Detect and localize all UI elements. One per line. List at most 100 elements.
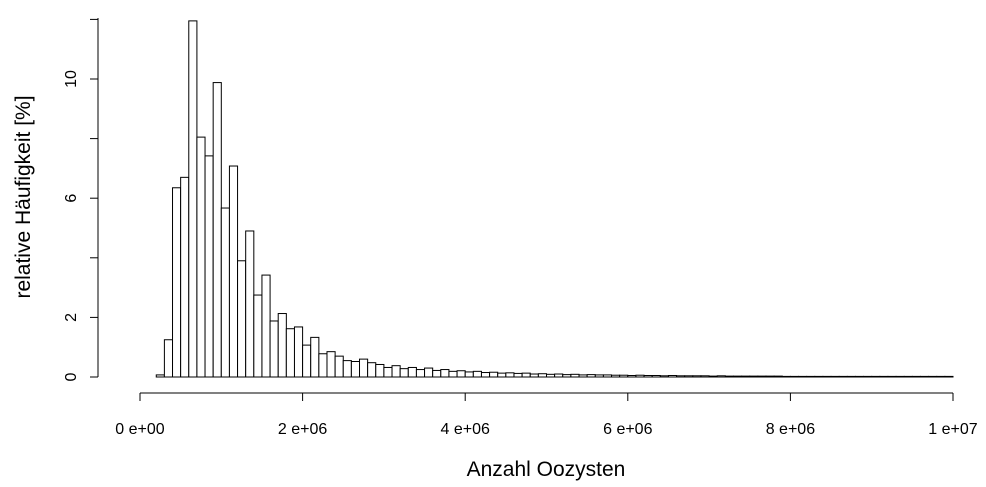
y-tick-label: 10 bbox=[63, 70, 80, 88]
x-tick-label: 0 e+00 bbox=[115, 421, 164, 438]
histogram-bar bbox=[602, 374, 613, 378]
x-axis-title: Anzahl Oozysten bbox=[467, 458, 626, 481]
histogram-bar bbox=[326, 351, 336, 378]
histogram-bar bbox=[667, 375, 678, 378]
histogram-bar bbox=[318, 353, 328, 378]
y-tick-label: 2 bbox=[63, 313, 80, 322]
histogram-bar bbox=[472, 370, 482, 378]
histogram-bar bbox=[440, 369, 450, 378]
histogram-bar bbox=[546, 373, 556, 378]
histogram-bar bbox=[505, 372, 515, 378]
histogram-bar bbox=[237, 260, 247, 378]
histogram-bar bbox=[228, 165, 239, 378]
histogram-bar bbox=[757, 375, 767, 378]
histogram-bar bbox=[692, 375, 702, 378]
histogram-bar bbox=[838, 375, 848, 378]
y-tick-label: 0 bbox=[63, 372, 80, 381]
histogram-bar bbox=[863, 375, 873, 378]
y-tick-label: 6 bbox=[63, 194, 80, 203]
histogram-bar bbox=[871, 375, 881, 378]
histogram-bar bbox=[798, 375, 808, 378]
histogram-bar bbox=[928, 375, 938, 378]
histogram-bar bbox=[619, 374, 629, 378]
histogram-bar bbox=[196, 136, 206, 378]
histogram-bar bbox=[155, 374, 165, 378]
x-tick-label: 4 e+06 bbox=[441, 421, 490, 438]
histogram-bar bbox=[204, 155, 214, 378]
histogram-bar bbox=[464, 371, 474, 378]
histogram-bar bbox=[245, 230, 255, 378]
y-axis-ticks: 0 2 6 10 bbox=[63, 18, 98, 381]
histogram-bar bbox=[562, 374, 572, 378]
histogram-bar bbox=[806, 375, 816, 378]
histogram-bar bbox=[765, 375, 775, 378]
histogram-bar bbox=[489, 371, 499, 378]
histogram-bar bbox=[513, 372, 523, 378]
histogram-bar bbox=[537, 373, 547, 378]
histogram-bar bbox=[676, 375, 686, 378]
histogram-bar bbox=[944, 375, 954, 378]
histogram-bar bbox=[253, 294, 263, 378]
histogram-bar bbox=[163, 339, 174, 378]
histogram-bar bbox=[879, 375, 889, 378]
histogram-bar bbox=[578, 374, 588, 378]
histogram-bar bbox=[334, 355, 344, 378]
histogram-bar bbox=[302, 344, 312, 378]
histogram-bar bbox=[432, 369, 442, 378]
histogram-bar bbox=[554, 373, 564, 378]
histogram-bar bbox=[480, 372, 491, 378]
x-tick-label: 1 e+07 bbox=[928, 421, 977, 438]
histogram-bar bbox=[846, 375, 856, 378]
histogram-bar bbox=[350, 361, 361, 378]
histogram-bar bbox=[611, 374, 621, 378]
histogram-bar bbox=[342, 360, 352, 378]
histogram-bar bbox=[651, 375, 661, 378]
x-tick-label: 8 e+06 bbox=[766, 421, 815, 438]
histogram-bar bbox=[529, 373, 539, 378]
histogram-bar bbox=[936, 375, 946, 378]
histogram-bar bbox=[594, 374, 604, 378]
histogram-bar bbox=[814, 375, 824, 378]
histogram-bar bbox=[367, 362, 377, 378]
histogram-bar bbox=[700, 375, 710, 378]
histogram-bar bbox=[521, 372, 531, 378]
histogram-bar bbox=[383, 366, 393, 378]
histogram-bar bbox=[570, 373, 580, 378]
histogram-bar bbox=[391, 365, 401, 378]
histogram-bar bbox=[822, 375, 832, 378]
histogram-bar bbox=[732, 375, 743, 378]
histogram-bar bbox=[716, 375, 726, 378]
histogram-bar bbox=[635, 374, 645, 378]
histogram-bar bbox=[659, 375, 669, 378]
x-tick-label: 6 e+06 bbox=[603, 421, 652, 438]
histogram-bar bbox=[415, 369, 426, 378]
histogram-bar bbox=[708, 375, 718, 378]
histogram-bar bbox=[854, 375, 865, 378]
histogram-bar bbox=[188, 20, 198, 378]
histogram-bar bbox=[627, 375, 637, 378]
histogram-bar bbox=[741, 375, 751, 378]
histogram-bar bbox=[830, 375, 840, 378]
histogram-bar bbox=[643, 375, 653, 378]
histogram-bar bbox=[180, 176, 190, 378]
histogram-bar bbox=[724, 375, 734, 378]
histogram-bar bbox=[448, 370, 458, 378]
histogram-bar bbox=[172, 187, 182, 378]
histogram-bar bbox=[359, 358, 369, 378]
histogram-bar bbox=[277, 313, 287, 378]
histogram-bar bbox=[773, 375, 783, 378]
histogram-bar bbox=[375, 363, 385, 378]
histogram-bar bbox=[399, 368, 409, 378]
histogram-bar bbox=[310, 336, 320, 378]
histogram-bar bbox=[424, 367, 434, 378]
x-tick-label: 2 e+06 bbox=[278, 421, 327, 438]
histogram-bar bbox=[749, 375, 759, 378]
histogram-bar bbox=[789, 375, 800, 378]
x-axis-ticks: 0 e+00 2 e+06 4 e+06 6 e+06 8 e+06 1 e+07 bbox=[115, 393, 978, 438]
histogram-bar bbox=[684, 375, 694, 378]
histogram-bar bbox=[456, 370, 466, 378]
y-axis-title: relative Häufigkeit [%] bbox=[12, 95, 35, 298]
histogram-bar bbox=[586, 374, 596, 378]
histogram-bar bbox=[887, 375, 897, 378]
